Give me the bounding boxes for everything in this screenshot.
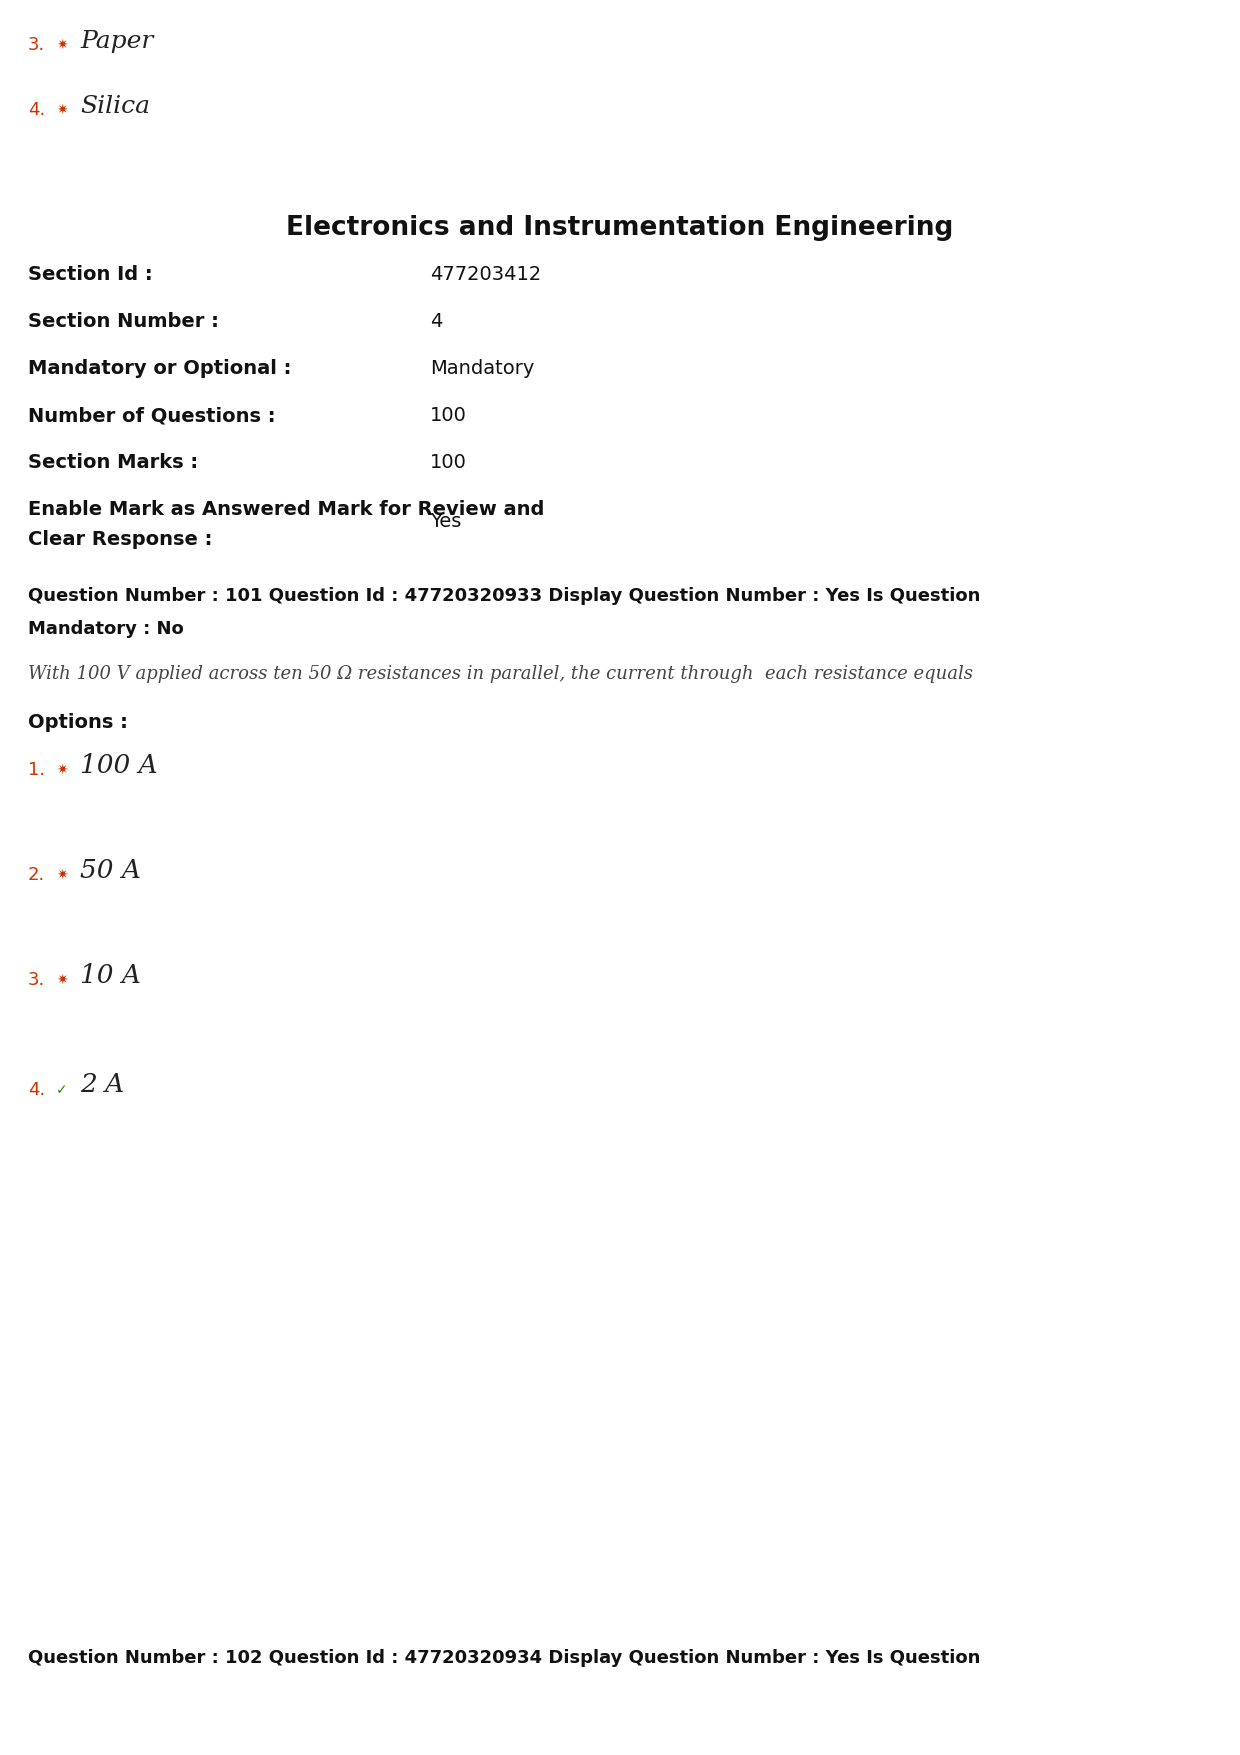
Text: Enable Mark as Answered Mark for Review and: Enable Mark as Answered Mark for Review … (29, 500, 544, 519)
Text: 2 A: 2 A (81, 1072, 124, 1097)
Text: 3.: 3. (29, 971, 45, 990)
Text: Question Number : 101 Question Id : 47720320933 Display Question Number : Yes Is: Question Number : 101 Question Id : 4772… (29, 586, 981, 605)
Text: ✷: ✷ (56, 39, 68, 53)
Text: Electronics and Instrumentation Engineering: Electronics and Instrumentation Engineer… (286, 216, 954, 240)
Text: Section Marks :: Section Marks : (29, 453, 198, 472)
Text: Yes: Yes (430, 512, 461, 532)
Text: Question Number : 102 Question Id : 47720320934 Display Question Number : Yes Is: Question Number : 102 Question Id : 4772… (29, 1650, 981, 1667)
Text: Section Number :: Section Number : (29, 312, 219, 332)
Text: ✷: ✷ (56, 104, 68, 118)
Text: ✓: ✓ (56, 1083, 68, 1097)
Text: 477203412: 477203412 (430, 265, 541, 284)
Text: ✷: ✷ (56, 869, 68, 883)
Text: Silica: Silica (81, 95, 150, 118)
Text: Mandatory : No: Mandatory : No (29, 620, 184, 639)
Text: Number of Questions :: Number of Questions : (29, 405, 275, 425)
Text: Mandatory or Optional :: Mandatory or Optional : (29, 360, 291, 377)
Text: 100: 100 (430, 405, 467, 425)
Text: 4.: 4. (29, 102, 45, 119)
Text: Mandatory: Mandatory (430, 360, 534, 377)
Text: 1.: 1. (29, 762, 45, 779)
Text: Options :: Options : (29, 713, 128, 732)
Text: 100 A: 100 A (81, 753, 157, 777)
Text: 100: 100 (430, 453, 467, 472)
Text: Section Id :: Section Id : (29, 265, 153, 284)
Text: 4.: 4. (29, 1081, 45, 1099)
Text: 10 A: 10 A (81, 962, 141, 988)
Text: 2.: 2. (29, 865, 45, 885)
Text: With 100 V applied across ten 50 Ω resistances in parallel, the current through : With 100 V applied across ten 50 Ω resis… (29, 665, 973, 683)
Text: ✷: ✷ (56, 763, 68, 777)
Text: 4: 4 (430, 312, 443, 332)
Text: 50 A: 50 A (81, 858, 141, 883)
Text: Paper: Paper (81, 30, 154, 53)
Text: ✷: ✷ (56, 972, 68, 986)
Text: 3.: 3. (29, 37, 45, 54)
Text: Clear Response :: Clear Response : (29, 530, 212, 549)
